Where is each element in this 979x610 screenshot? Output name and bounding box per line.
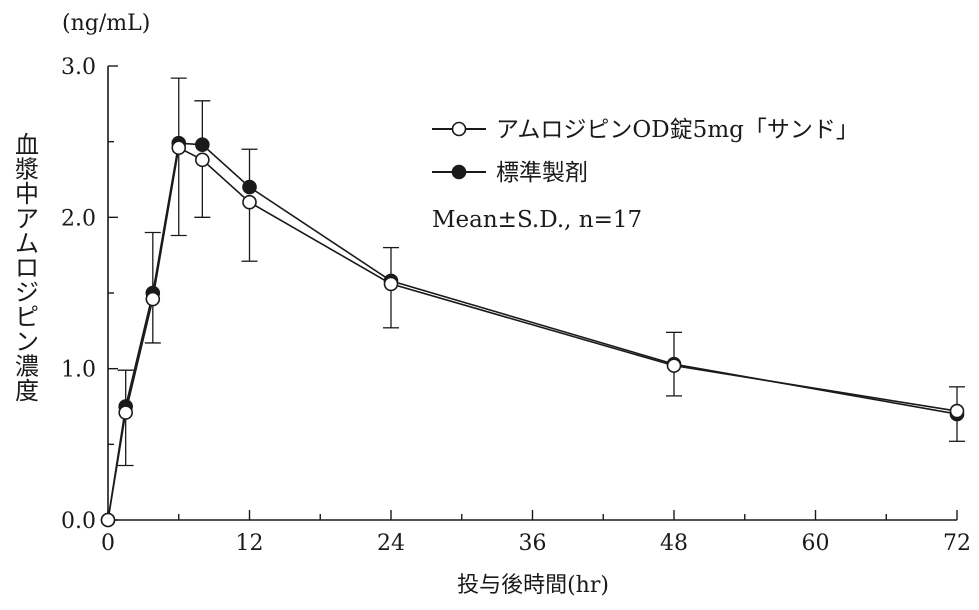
y-tick-label: 1.0 bbox=[61, 358, 96, 383]
legend: アムロジピンOD錠5mg「サンド」 標準製剤 bbox=[432, 117, 859, 186]
data-markers bbox=[100, 135, 965, 528]
x-tick-label: 60 bbox=[802, 531, 830, 556]
x-tick-label: 36 bbox=[519, 531, 547, 556]
test-data-point bbox=[383, 276, 399, 292]
reference-data-point bbox=[242, 179, 257, 195]
y-title-char: ロ bbox=[15, 254, 39, 282]
legend-marker-test bbox=[451, 121, 467, 137]
y-title-char: 濃 bbox=[15, 352, 39, 380]
y-tick-label: 0.0 bbox=[61, 509, 96, 534]
test-data-point bbox=[145, 291, 161, 307]
y-title-char: ム bbox=[15, 229, 39, 257]
legend-label-test: アムロジピンOD錠5mg「サンド」 bbox=[496, 117, 859, 143]
y-title-char: ン bbox=[15, 328, 39, 356]
y-title-char: ジ bbox=[15, 279, 39, 307]
y-title-char: ピ bbox=[15, 303, 39, 331]
x-tick-label: 24 bbox=[377, 531, 405, 556]
y-tick-label: 3.0 bbox=[61, 55, 96, 80]
series-lines bbox=[107, 142, 958, 521]
test-data-point bbox=[949, 403, 965, 419]
stats-annotation: Mean±S.D., n=17 bbox=[432, 207, 642, 233]
x-axis-title: 投与後時間(hr) bbox=[457, 573, 609, 598]
y-unit-label: (ng/mL) bbox=[62, 11, 150, 36]
test-data-point bbox=[242, 194, 257, 210]
test-data-point bbox=[118, 405, 133, 420]
reference-data-point bbox=[195, 137, 210, 152]
y-title-char: 中 bbox=[15, 180, 39, 208]
y-title-char: ア bbox=[15, 205, 39, 233]
error-bars bbox=[117, 77, 965, 467]
y-title-char: 度 bbox=[15, 377, 39, 405]
test-data-point bbox=[171, 140, 187, 156]
legend-label-reference: 標準製剤 bbox=[496, 160, 588, 186]
test-data-point bbox=[195, 152, 210, 168]
x-tick-label: 0 bbox=[101, 531, 115, 556]
x-tick-label: 48 bbox=[660, 531, 688, 556]
y-tick-label: 2.0 bbox=[61, 206, 96, 231]
x-tick-label: 72 bbox=[943, 531, 971, 556]
legend-marker-reference bbox=[451, 164, 467, 180]
series-line-test bbox=[107, 146, 958, 521]
axes: 0.0 1.0 2.0 3.0 0 12 24 36 48 60 72 bbox=[61, 55, 971, 556]
y-title-char: 血 bbox=[15, 131, 39, 159]
y-title-char: 漿 bbox=[15, 156, 39, 184]
test-data-point bbox=[666, 358, 682, 373]
series-line-reference bbox=[107, 142, 958, 521]
test-data-point bbox=[100, 512, 116, 528]
x-tick-label: 12 bbox=[236, 531, 264, 556]
